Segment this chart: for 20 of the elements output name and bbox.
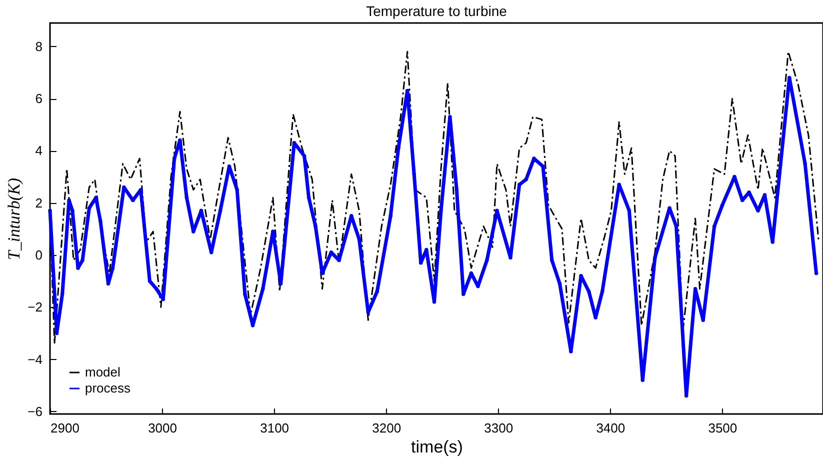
x-tick-label: 3000	[148, 420, 177, 436]
y-tick-label: 8	[35, 38, 42, 54]
x-tick-label: 3200	[372, 420, 402, 436]
x-tick-label: 3400	[596, 420, 626, 436]
legend-label: model	[85, 364, 121, 380]
chart-title: Temperature to turbine	[366, 3, 508, 19]
x-tick-label: 2900	[50, 420, 80, 436]
y-tick-label: −4	[28, 352, 42, 367]
y-tick-label: −6	[28, 404, 42, 419]
y-tick-label: 2	[35, 195, 42, 210]
x-tick-label: 3500	[708, 420, 738, 436]
y-tick-label: 6	[35, 91, 42, 106]
y-axis-title: T_inturb(K)	[4, 178, 24, 260]
y-tick-label: 0	[35, 247, 42, 262]
legend-label: process	[85, 380, 132, 396]
x-axis-title: time(s)	[411, 438, 463, 456]
y-tick-label: 4	[35, 143, 42, 158]
y-tick-label: −2	[28, 300, 42, 315]
x-tick-label: 3300	[484, 420, 514, 436]
x-tick-label: 3100	[260, 420, 290, 436]
